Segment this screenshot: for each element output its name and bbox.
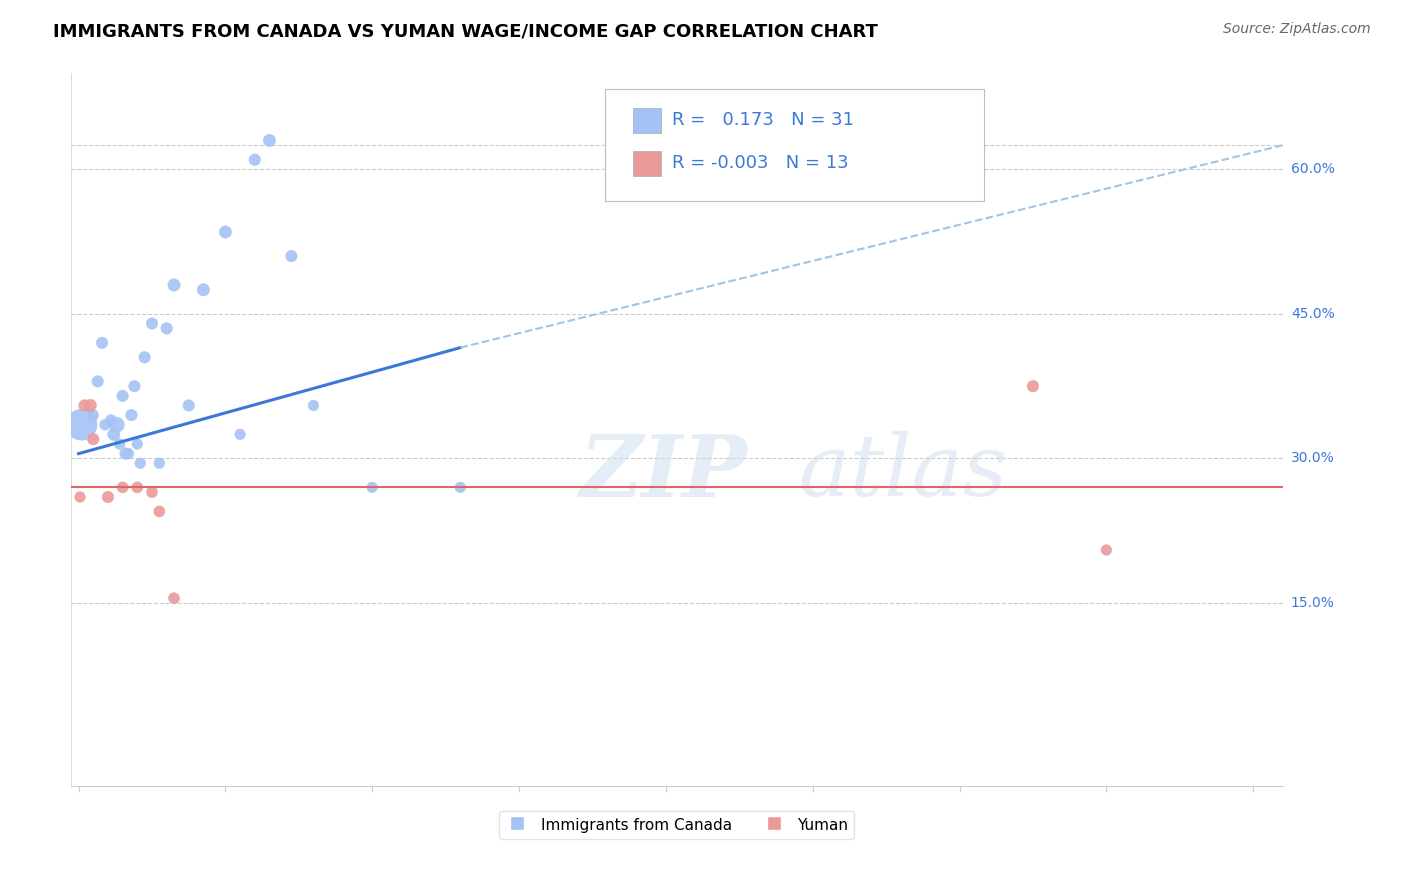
Point xyxy=(105,417,128,432)
Point xyxy=(243,153,266,167)
Point xyxy=(91,335,114,350)
Point xyxy=(148,456,170,470)
Point xyxy=(108,437,131,451)
Point xyxy=(79,399,101,413)
Point xyxy=(70,417,93,432)
Legend: Immigrants from Canada, Yuman: Immigrants from Canada, Yuman xyxy=(499,811,855,839)
Text: Source: ZipAtlas.com: Source: ZipAtlas.com xyxy=(1223,22,1371,37)
Point xyxy=(163,277,186,292)
Point xyxy=(94,417,117,432)
Point xyxy=(214,225,236,239)
Point xyxy=(124,379,146,393)
Point xyxy=(114,447,136,461)
Point xyxy=(117,447,139,461)
Point xyxy=(1022,379,1045,393)
Point xyxy=(141,485,163,500)
Point xyxy=(86,375,108,389)
Point xyxy=(111,480,134,494)
Point xyxy=(134,351,156,365)
Point xyxy=(449,480,471,494)
Text: 15.0%: 15.0% xyxy=(1291,596,1334,610)
Point xyxy=(193,283,215,297)
Text: 45.0%: 45.0% xyxy=(1291,307,1334,321)
Point xyxy=(361,480,384,494)
Point xyxy=(163,591,186,606)
Point xyxy=(100,413,122,427)
Point xyxy=(82,432,104,446)
Text: ZIP: ZIP xyxy=(581,431,748,514)
Point xyxy=(148,504,170,518)
Point xyxy=(73,399,96,413)
Text: R =   0.173   N = 31: R = 0.173 N = 31 xyxy=(672,112,853,129)
Point xyxy=(127,437,149,451)
Point xyxy=(280,249,302,263)
Point xyxy=(103,427,125,442)
Text: IMMIGRANTS FROM CANADA VS YUMAN WAGE/INCOME GAP CORRELATION CHART: IMMIGRANTS FROM CANADA VS YUMAN WAGE/INC… xyxy=(53,22,879,40)
Point xyxy=(82,408,104,422)
Text: 30.0%: 30.0% xyxy=(1291,451,1334,466)
Point xyxy=(97,490,120,504)
Point xyxy=(259,133,281,147)
Point xyxy=(111,389,134,403)
Point xyxy=(127,480,149,494)
Point xyxy=(1095,543,1118,558)
Point xyxy=(229,427,252,442)
Point xyxy=(177,399,200,413)
Point xyxy=(69,490,91,504)
Text: 60.0%: 60.0% xyxy=(1291,162,1334,177)
Point xyxy=(120,408,142,422)
Point xyxy=(156,321,179,335)
Text: atlas: atlas xyxy=(799,431,1007,514)
Point xyxy=(141,317,163,331)
Point xyxy=(302,399,325,413)
Text: R = -0.003   N = 13: R = -0.003 N = 13 xyxy=(672,154,849,172)
Point xyxy=(129,456,152,470)
